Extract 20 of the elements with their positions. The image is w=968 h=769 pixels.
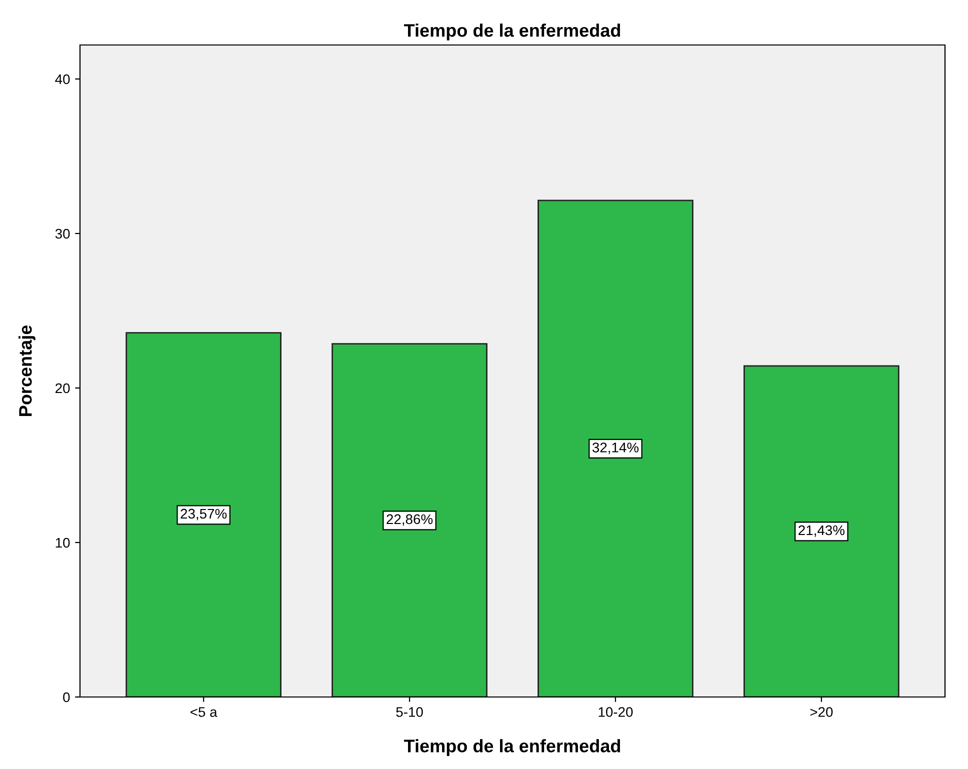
x-axis-title: Tiempo de la enfermedad bbox=[404, 739, 620, 756]
data-label: 23,57% bbox=[180, 508, 227, 520]
y-tick-label: 40 bbox=[55, 74, 70, 84]
bar bbox=[744, 365, 900, 697]
y-tick-label: 0 bbox=[63, 692, 70, 702]
bar bbox=[332, 343, 488, 697]
chart-title: Tiempo de la enfermedad bbox=[404, 24, 620, 40]
data-label: 22,86% bbox=[386, 514, 433, 526]
data-label: 21,43% bbox=[798, 525, 844, 537]
x-tick-label: >20 bbox=[810, 707, 833, 717]
x-tick-label: 5-10 bbox=[396, 707, 423, 717]
y-tick-label: 30 bbox=[55, 228, 70, 239]
bar bbox=[126, 332, 282, 697]
x-tick-label: 10-20 bbox=[598, 707, 633, 717]
y-tick-label: 10 bbox=[56, 538, 70, 548]
data-label: 32,14% bbox=[592, 442, 639, 454]
bar bbox=[538, 200, 694, 697]
x-tick-label: <5 a bbox=[190, 707, 218, 717]
y-axis-title: Porcentaje bbox=[18, 325, 36, 416]
y-tick-label: 20 bbox=[56, 383, 70, 394]
